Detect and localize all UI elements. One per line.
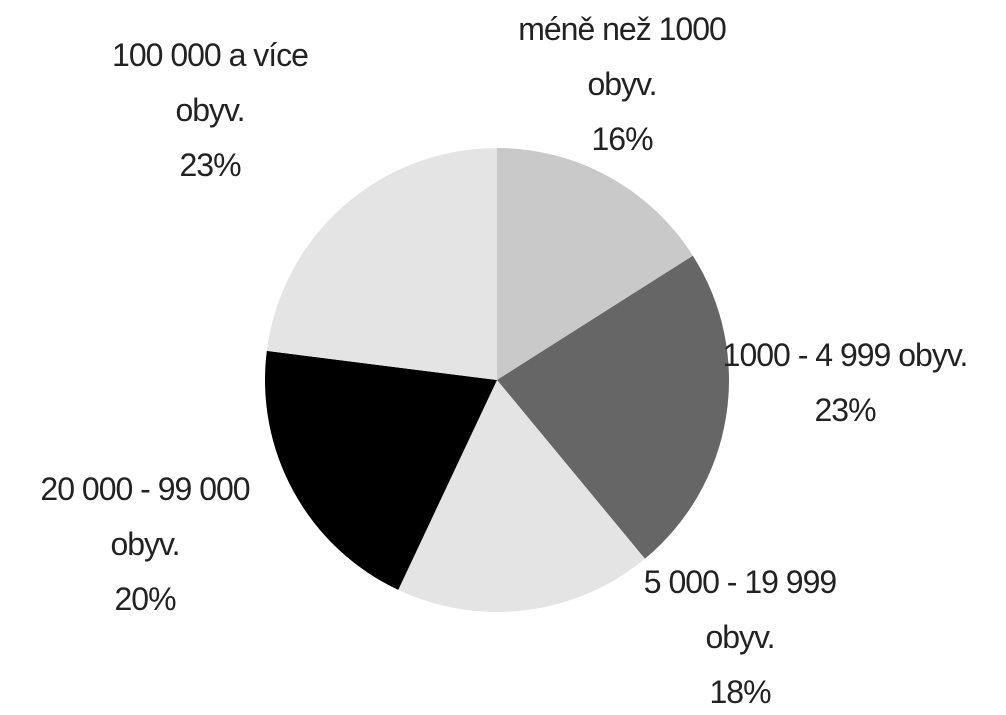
value-label: 18% xyxy=(709,674,771,710)
value-label: 20% xyxy=(114,581,176,617)
category-label: 20 000 - 99 000 obyv. xyxy=(40,471,250,562)
pie-slice xyxy=(497,255,729,559)
category-label: 1000 - 4 999 obyv. xyxy=(722,337,969,373)
value-label: 23% xyxy=(179,147,241,183)
category-label: méně než 1000 obyv. xyxy=(518,11,727,102)
category-label: 5 000 - 19 999 obyv. xyxy=(643,564,837,655)
slice-label: 1000 - 4 999 obyv. 23% xyxy=(685,328,1005,438)
value-label: 16% xyxy=(591,121,653,157)
slice-label: 20 000 - 99 000 obyv. 20% xyxy=(15,462,275,627)
value-label: 23% xyxy=(814,392,876,428)
pie-slice xyxy=(266,148,497,380)
slice-label: 100 000 a více obyv. 23% xyxy=(85,28,335,193)
pie-slice xyxy=(497,148,693,380)
slice-label: méně než 1000 obyv. 16% xyxy=(497,2,747,167)
category-label: 100 000 a více obyv. xyxy=(112,37,309,128)
pie-slice xyxy=(398,380,645,613)
pie-slice xyxy=(264,350,497,590)
slice-label: 5 000 - 19 999 obyv. 18% xyxy=(620,555,860,715)
